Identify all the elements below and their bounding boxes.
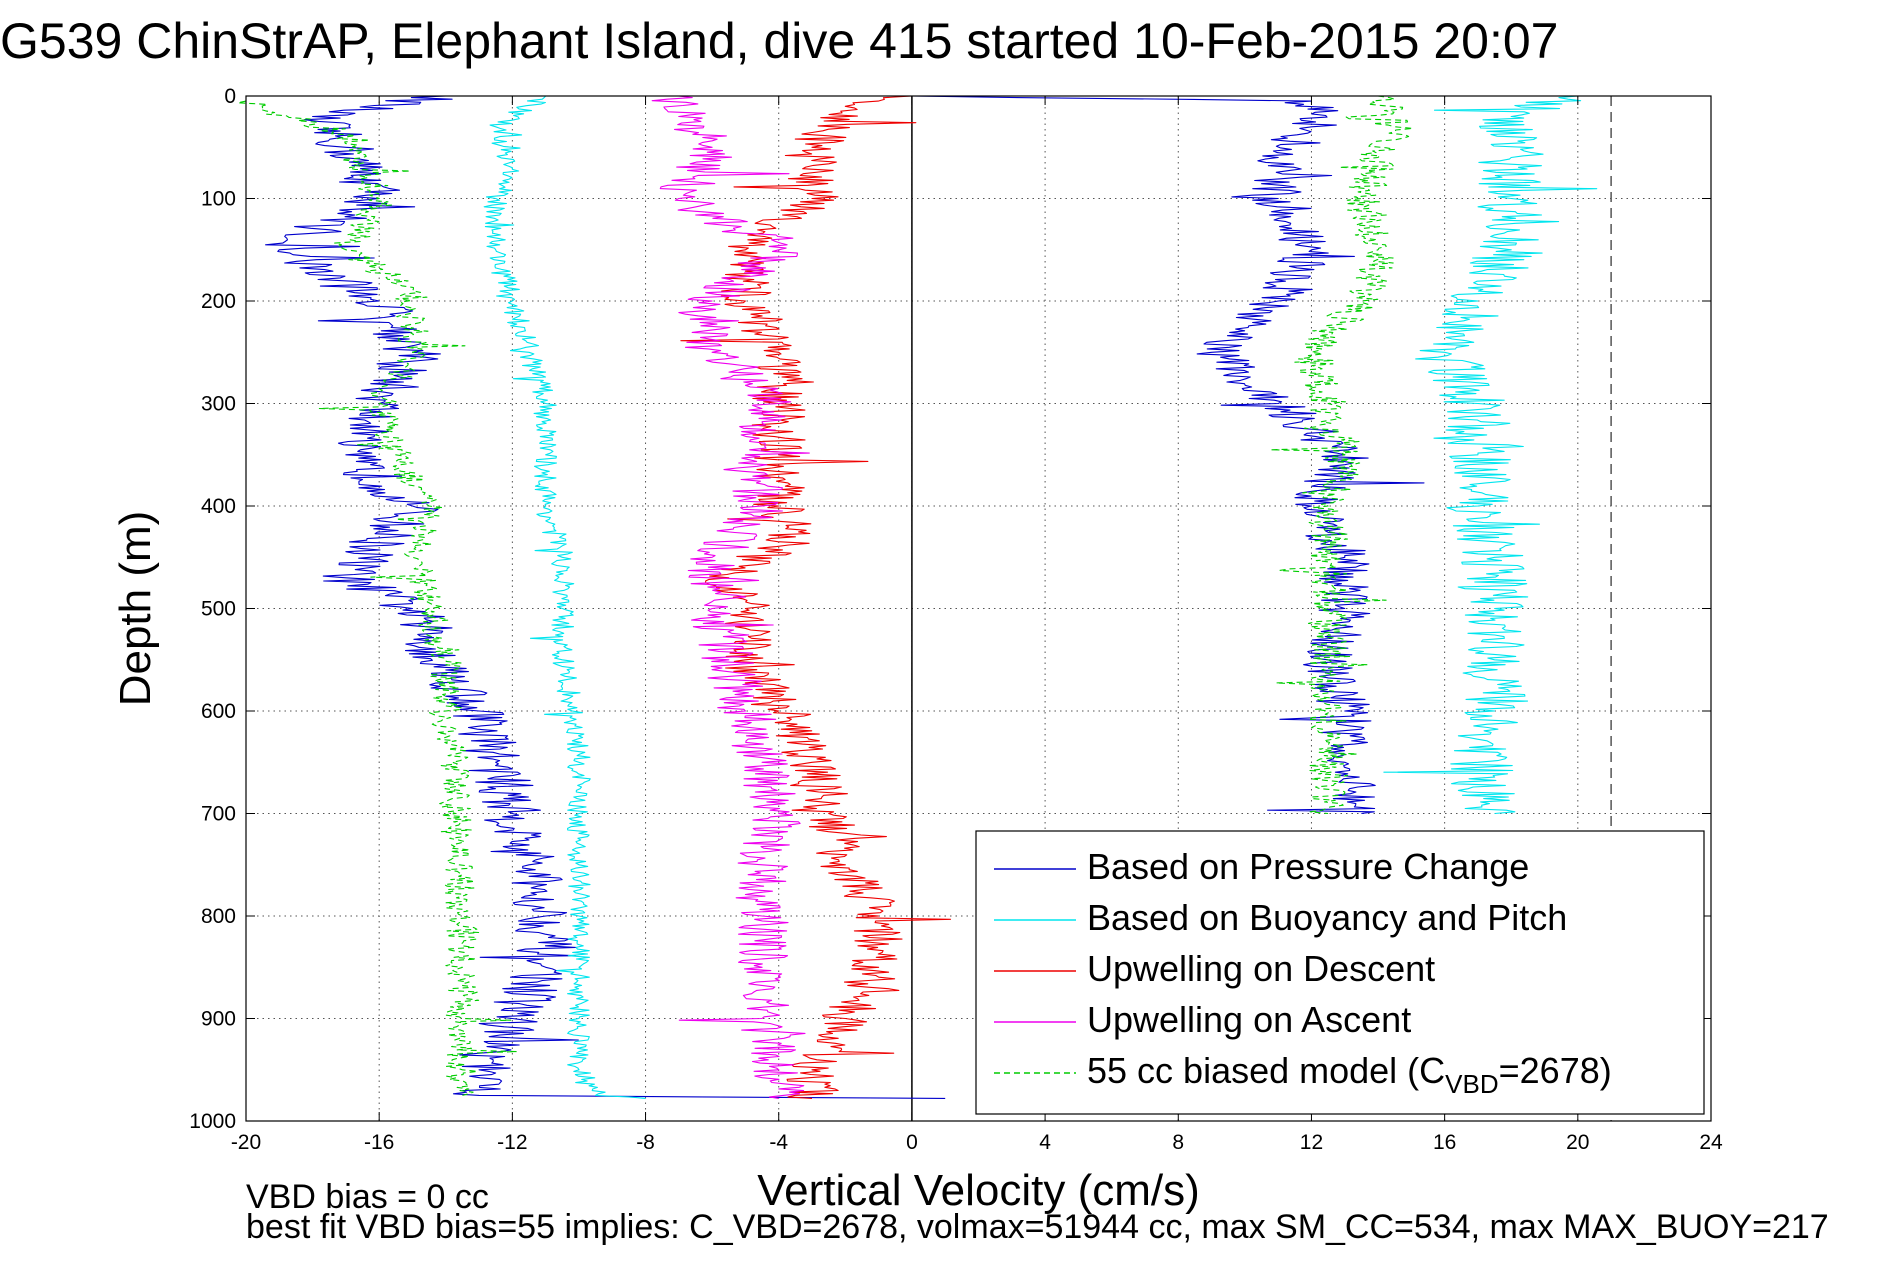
x-tick-label: 8 (1172, 1131, 1184, 1154)
y-tick-label: 500 (201, 598, 236, 621)
legend-label: Upwelling on Ascent (1087, 999, 1411, 1040)
series-line-upwelling-on-descent (680, 95, 952, 1099)
chart-title: G539 ChinStrAP, Elephant Island, dive 41… (0, 13, 1558, 69)
legend-label: 55 cc biased model (CVBD=2678) (1087, 1050, 1612, 1099)
legend-items: Based on Pressure Change Based on Buoyanc… (994, 846, 1612, 1099)
legend-label: Based on Buoyancy and Pitch (1087, 897, 1567, 938)
y-tick-label: 300 (201, 393, 236, 416)
y-tick-label: 100 (201, 188, 236, 211)
y-tick-label: 1000 (189, 1110, 236, 1133)
series-line-upwelling-on-ascent (651, 95, 810, 1099)
x-axis-label: Vertical Velocity (cm/s) (757, 1166, 1200, 1215)
x-tick-label: 24 (1699, 1131, 1723, 1154)
y-tick-label: 800 (201, 905, 236, 928)
series-line-6 (1383, 95, 1598, 815)
series-line-5 (911, 95, 1425, 815)
series-line-55-cc-biased-model-c-vbd-2678 (237, 100, 518, 1096)
tick-layer: -20 -16 -12 -8 -4 0 4 8 12 16 20 24 0 100 200 300 400 500… (189, 85, 1723, 1154)
series-line-based-on-pressure-change (265, 95, 946, 1099)
legend-label: Based on Pressure Change (1087, 846, 1529, 887)
x-tick-label: 12 (1300, 1131, 1323, 1154)
legend: Based on Pressure Change Based on Buoyanc… (975, 830, 1705, 1115)
bias-annotation: VBD bias = 0 cc (246, 1178, 489, 1216)
x-tick-label: -8 (636, 1131, 655, 1154)
y-axis-label: Depth (m) (111, 511, 160, 707)
x-tick-label: 0 (906, 1131, 918, 1154)
x-tick-label: 4 (1039, 1131, 1051, 1154)
y-tick-label: 900 (201, 1008, 236, 1031)
series-line-based-on-buoyancy-and-pitch (483, 95, 646, 1099)
legend-label: Upwelling on Descent (1087, 948, 1435, 989)
series-line-7 (1269, 95, 1414, 815)
y-tick-label: 0 (224, 85, 236, 108)
y-tick-label: 600 (201, 700, 236, 723)
legend-box (975, 830, 1705, 1115)
y-tick-label: 700 (201, 803, 236, 826)
fit-annotation: best fit VBD bias=55 implies: C_VBD=2678… (246, 1208, 1829, 1246)
y-tick-label: 400 (201, 495, 236, 518)
x-tick-label: -4 (769, 1131, 788, 1154)
x-tick-label: -12 (497, 1131, 527, 1154)
x-tick-label: 20 (1566, 1131, 1589, 1154)
x-tick-label: 16 (1433, 1131, 1456, 1154)
x-tick-label: -16 (364, 1131, 394, 1154)
y-tick-label: 200 (201, 290, 236, 313)
x-tick-label: -20 (231, 1131, 261, 1154)
